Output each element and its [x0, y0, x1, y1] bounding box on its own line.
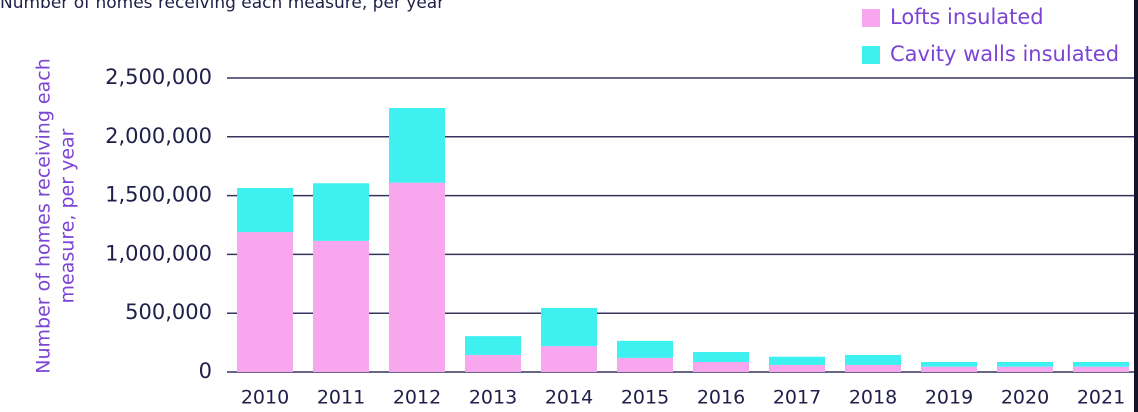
bar-segment — [769, 356, 825, 365]
y-tick-label: 0 — [199, 359, 212, 383]
bar-segment — [313, 240, 369, 372]
bar-segment — [997, 366, 1053, 372]
x-tick-label: 2012 — [393, 387, 441, 409]
bar-segment — [465, 354, 521, 372]
x-tick-label: 2015 — [621, 387, 669, 409]
y-tick-label: 2,000,000 — [105, 124, 212, 148]
bar-segment — [617, 357, 673, 372]
bar-segment — [769, 364, 825, 372]
x-tick-label: 2017 — [773, 387, 821, 409]
x-tick-label: 2019 — [925, 387, 973, 409]
bar-segment — [1073, 366, 1129, 372]
x-tick-label: 2016 — [697, 387, 745, 409]
x-tick-label: 2010 — [241, 387, 289, 409]
y-axis-label: Number of homes receiving each measure, … — [33, 58, 79, 374]
frame-edge — [1134, 0, 1138, 412]
bar-segment — [1073, 362, 1129, 367]
bar-segment — [693, 352, 749, 363]
chart-title: Number of homes receiving each measure, … — [0, 0, 444, 13]
legend-label: Lofts insulated — [890, 5, 1044, 29]
bar-segment — [389, 107, 445, 183]
bar-segment — [541, 346, 597, 372]
bar-segment — [313, 183, 369, 241]
bar-segment — [921, 362, 977, 367]
y-tick-label: 1,000,000 — [105, 241, 212, 265]
bar-segment — [997, 362, 1053, 367]
legend-label: Cavity walls insulated — [890, 42, 1119, 66]
y-axis-label-line: measure, per year — [57, 128, 79, 303]
bar-segment — [237, 187, 293, 233]
y-tick-label: 500,000 — [125, 300, 212, 324]
y-axis-label-line: Number of homes receiving each — [33, 58, 55, 374]
x-tick-label: 2021 — [1077, 387, 1125, 409]
x-tick-label: 2014 — [545, 387, 593, 409]
x-tick-label: 2018 — [849, 387, 897, 409]
bar-segment — [617, 340, 673, 358]
legend-swatch — [862, 9, 880, 27]
x-tick-label: 2013 — [469, 387, 517, 409]
bar-segment — [845, 364, 901, 372]
bar-segment — [465, 336, 521, 355]
legend-swatch — [862, 46, 880, 64]
bar-segment — [541, 307, 597, 347]
x-tick-label: 2020 — [1001, 387, 1049, 409]
bar-segment — [845, 354, 901, 365]
y-tick-label: 1,500,000 — [105, 183, 212, 207]
bar-segment — [921, 366, 977, 372]
bar-segment — [693, 362, 749, 372]
y-tick-label: 2,500,000 — [105, 65, 212, 89]
bar-segment — [237, 232, 293, 372]
x-tick-label: 2011 — [317, 387, 365, 409]
bar-segment — [389, 182, 445, 372]
